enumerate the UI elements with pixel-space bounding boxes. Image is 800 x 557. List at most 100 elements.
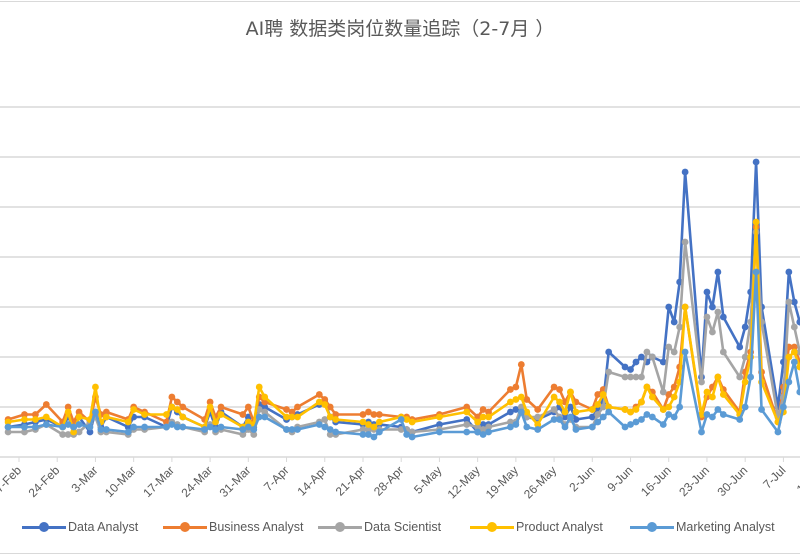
data-point	[632, 373, 640, 381]
legend-label: Data Analyst	[68, 520, 139, 534]
legend-marker-icon	[630, 520, 674, 534]
data-point	[790, 358, 798, 366]
data-point	[556, 386, 563, 393]
data-point	[534, 426, 542, 433]
legend-label: Marketing Analyst	[676, 520, 775, 534]
data-point	[736, 373, 744, 381]
data-point	[212, 418, 219, 426]
data-point	[517, 408, 525, 416]
chart-frame-bottom	[0, 553, 800, 554]
data-point	[741, 353, 749, 361]
data-point	[474, 428, 482, 436]
data-point	[681, 168, 689, 176]
data-point	[244, 418, 252, 426]
data-point	[64, 421, 72, 428]
data-point	[21, 423, 28, 431]
data-point	[698, 411, 705, 418]
data-point	[517, 361, 525, 368]
data-point	[70, 428, 77, 436]
data-point	[321, 423, 329, 431]
data-point	[719, 348, 727, 356]
data-point	[31, 416, 39, 423]
data-point	[321, 401, 329, 408]
x-tick-label: 28-Apr	[371, 463, 406, 498]
data-point	[315, 398, 323, 406]
data-point	[217, 403, 225, 411]
data-point	[594, 401, 602, 408]
data-point	[796, 363, 800, 371]
data-point	[70, 423, 77, 431]
data-point	[670, 413, 678, 421]
data-point	[64, 403, 72, 411]
data-point	[665, 343, 673, 351]
x-tick-label: 10-Mar	[102, 463, 139, 500]
data-point	[567, 413, 574, 421]
data-point	[332, 411, 340, 418]
data-point	[572, 426, 580, 433]
data-point	[397, 416, 405, 423]
data-point	[315, 391, 323, 398]
data-point	[365, 408, 372, 416]
data-point	[261, 408, 269, 416]
data-point	[676, 403, 684, 411]
data-point	[796, 388, 800, 396]
data-point	[785, 268, 793, 276]
legend-item-data-scientist[interactable]: Data Scientist	[318, 520, 441, 534]
data-point	[21, 428, 28, 436]
data-point	[359, 431, 367, 438]
legend-item-marketing-analyst[interactable]: Marketing Analyst	[630, 520, 775, 534]
data-point	[179, 423, 187, 431]
x-tick-label: 24-Feb	[26, 463, 63, 500]
data-point	[436, 421, 443, 428]
data-point	[714, 268, 722, 276]
data-point	[507, 386, 514, 393]
data-point	[632, 358, 640, 366]
x-tick-label: 2-Jun	[566, 463, 597, 494]
data-point	[436, 428, 443, 436]
x-tick-label: 30-Jun	[714, 463, 750, 499]
data-point	[4, 418, 12, 426]
data-point	[588, 413, 596, 421]
data-point	[173, 423, 181, 431]
data-point	[403, 431, 411, 438]
data-point	[703, 411, 711, 418]
data-point	[703, 388, 711, 396]
data-point	[163, 423, 170, 431]
data-point	[627, 366, 634, 373]
data-point	[632, 406, 640, 413]
legend-item-business-analyst[interactable]: Business Analyst	[163, 520, 304, 534]
x-tick-label: 12-May	[445, 463, 483, 501]
data-point	[403, 416, 411, 423]
legend-label: Product Analyst	[516, 520, 603, 534]
legend-item-data-analyst[interactable]: Data Analyst	[22, 520, 138, 534]
data-point	[130, 406, 138, 413]
data-point	[567, 403, 574, 411]
data-point	[605, 408, 613, 416]
data-point	[86, 423, 94, 431]
data-point	[736, 416, 744, 423]
legend-item-product-analyst[interactable]: Product Analyst	[470, 520, 603, 534]
data-point	[703, 313, 711, 321]
data-point	[550, 393, 558, 401]
data-point	[790, 298, 798, 306]
data-point	[676, 323, 684, 331]
data-point	[556, 398, 563, 406]
data-point	[627, 373, 634, 381]
data-point	[141, 411, 148, 418]
data-point	[463, 421, 471, 428]
data-point	[572, 408, 580, 416]
data-point	[31, 411, 39, 418]
x-tick-label: 14-Apr	[295, 463, 330, 498]
data-point	[741, 323, 749, 331]
data-point	[59, 431, 67, 438]
data-point	[670, 348, 678, 356]
x-tick-label: 3-Mar	[68, 463, 100, 495]
data-point	[719, 411, 727, 418]
series-product-analyst	[4, 218, 800, 436]
data-point	[130, 423, 138, 431]
data-point	[638, 353, 645, 361]
data-point	[719, 313, 727, 321]
data-point	[572, 416, 580, 423]
data-point	[463, 428, 471, 436]
data-point	[102, 408, 110, 416]
